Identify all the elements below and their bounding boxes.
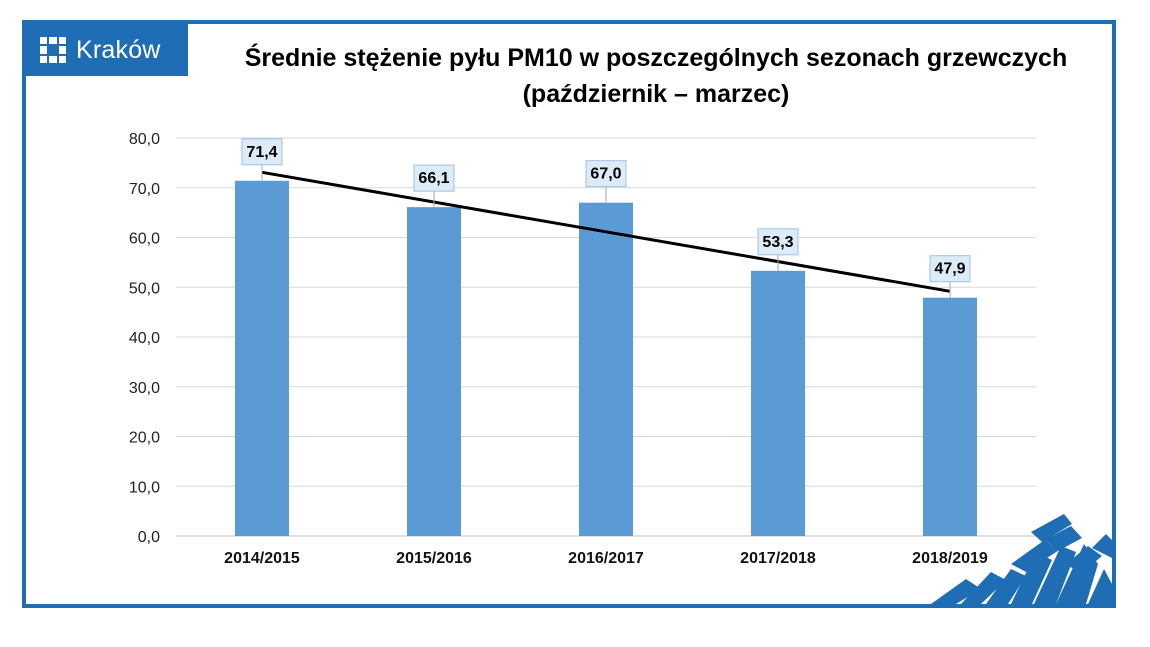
y-tick-label: 60,0 <box>129 231 160 248</box>
brand-name: Kraków <box>76 35 161 64</box>
y-tick-label: 30,0 <box>129 380 160 397</box>
pattern-tile <box>1092 534 1112 558</box>
trendline-line <box>261 170 951 293</box>
trendline <box>261 170 951 293</box>
chart-frame: Kraków Średnie stężenie pyłu PM10 w posz… <box>22 20 1116 608</box>
y-tick-label: 50,0 <box>129 280 160 297</box>
bar <box>407 207 461 536</box>
data-label-box <box>241 138 283 166</box>
krakow-pattern-icon <box>931 514 1112 604</box>
bar <box>579 202 633 537</box>
data-label-box <box>585 160 627 188</box>
data-label: 67,0 <box>590 166 621 183</box>
pattern-tile <box>1088 569 1112 604</box>
y-tick-label: 20,0 <box>129 430 160 447</box>
pattern-tile <box>1066 546 1102 574</box>
data-label: 71,4 <box>246 144 277 161</box>
y-axis-ticks: 0,0 10,0 20,0 30,0 40,0 50,0 60,0 70,0 80,0 <box>129 131 160 546</box>
data-label-box <box>757 228 799 256</box>
data-label-box <box>413 164 455 192</box>
data-label-box <box>929 255 971 283</box>
pattern-tile <box>1031 514 1072 542</box>
data-label: 53,3 <box>762 234 793 251</box>
pattern-tile <box>931 579 981 604</box>
y-tick-label: 0,0 <box>138 529 160 546</box>
krakow-logo: Kraków <box>26 24 188 76</box>
x-tick-label: 2015/2016 <box>396 550 472 567</box>
pattern-tile <box>1046 526 1082 552</box>
chart-title: Średnie stężenie pyłu PM10 w poszczególn… <box>244 44 1068 108</box>
x-tick-label: 2014/2015 <box>224 550 300 567</box>
data-label: 47,9 <box>934 261 965 278</box>
bars <box>235 180 977 537</box>
x-axis-ticks: 2014/2015 2015/2016 2016/2017 2017/2018 2018… <box>224 550 988 567</box>
pattern-tile <box>1011 552 1052 604</box>
pattern-tile <box>961 572 1006 604</box>
y-tick-label: 80,0 <box>129 131 160 148</box>
data-label: 66,1 <box>418 170 449 187</box>
bar <box>235 180 289 536</box>
pattern-tile <box>1034 546 1076 604</box>
x-tick-label: 2018/2019 <box>912 550 988 567</box>
x-tick-label: 2016/2017 <box>568 550 644 567</box>
bar <box>923 297 977 536</box>
y-tick-label: 40,0 <box>129 330 160 347</box>
bar-chart: 0,0 10,0 20,0 30,0 40,0 50,0 60,0 70,0 80,0 2014… <box>129 131 1112 604</box>
y-tick-label: 10,0 <box>129 479 160 496</box>
krakow-emblem-icon <box>40 37 66 63</box>
y-tick-label: 70,0 <box>129 181 160 198</box>
pattern-tile <box>986 569 1026 604</box>
pattern-tile <box>1011 539 1056 572</box>
x-tick-label: 2017/2018 <box>740 550 816 567</box>
bar <box>751 270 805 536</box>
data-labels: 71,4 66,1 67,0 53,3 47,9 <box>241 138 971 298</box>
